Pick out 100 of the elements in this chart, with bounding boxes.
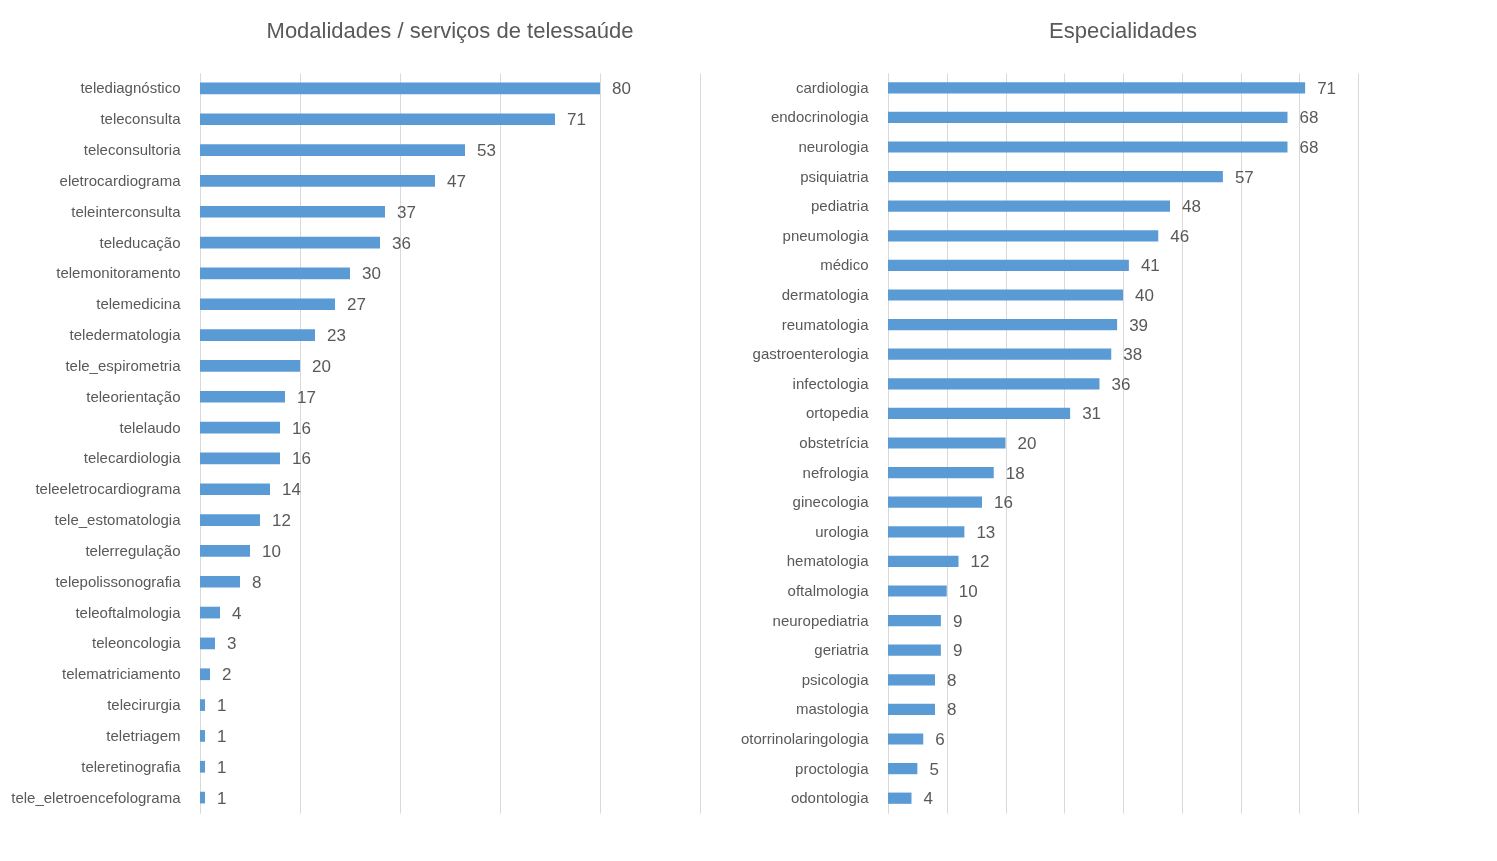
bar — [888, 496, 982, 508]
bar — [888, 259, 1129, 272]
data-label: 18 — [1005, 463, 1025, 483]
y-tick-label: telecirurgia — [107, 696, 182, 714]
data-label: 5 — [929, 759, 939, 779]
data-label: 14 — [282, 480, 301, 500]
data-label: 16 — [292, 449, 311, 469]
data-label: 8 — [947, 670, 957, 690]
bar — [200, 545, 250, 557]
data-label: 1 — [217, 788, 227, 808]
bar — [888, 200, 1170, 212]
bar — [200, 791, 205, 804]
bar — [888, 289, 1123, 301]
bar — [200, 514, 260, 526]
data-label: 47 — [447, 171, 466, 191]
data-label: 68 — [1299, 138, 1319, 157]
data-label: 71 — [567, 110, 586, 130]
data-label: 8 — [252, 572, 262, 592]
bar — [200, 329, 315, 341]
data-label: 8 — [947, 700, 957, 720]
bar — [888, 348, 1112, 360]
data-label: 30 — [362, 264, 381, 284]
y-tick-label: tele_eletroencefolograma — [11, 788, 182, 806]
bar — [888, 614, 941, 627]
data-label: 16 — [292, 418, 311, 438]
y-tick-label: hematologia — [786, 552, 870, 570]
y-tick-label: telemonitoramento — [56, 264, 181, 282]
chart-title: Especialidades — [1049, 18, 1197, 43]
data-label: 37 — [397, 202, 416, 222]
data-label: 20 — [312, 356, 331, 376]
y-tick-label: reumatologia — [781, 315, 870, 333]
y-tick-label: nefrologia — [802, 463, 870, 481]
y-tick-label: ortopedia — [805, 404, 870, 422]
bar — [200, 483, 270, 496]
y-tick-label: neuropediatria — [772, 611, 870, 629]
bar — [200, 205, 385, 218]
bar — [888, 437, 1006, 449]
bar — [200, 175, 435, 187]
y-tick-label: dermatologia — [781, 286, 870, 303]
bar — [888, 526, 965, 538]
data-label: 38 — [1123, 345, 1143, 365]
bar — [888, 141, 1288, 153]
data-label: 41 — [1140, 256, 1160, 276]
data-label: 20 — [1017, 434, 1037, 453]
y-tick-label: teleoncologia — [92, 634, 182, 652]
bar — [200, 699, 205, 711]
data-label: 2 — [222, 665, 232, 685]
data-label: 12 — [272, 511, 291, 531]
bar — [200, 360, 300, 372]
bar — [888, 792, 912, 804]
bar — [200, 637, 215, 650]
data-label: 17 — [297, 387, 316, 407]
bar — [888, 318, 1118, 331]
y-tick-label: telemedicina — [96, 295, 182, 313]
data-label: 40 — [1135, 286, 1154, 305]
y-tick-label: telematriciamento — [62, 665, 181, 683]
data-label: 1 — [217, 757, 227, 777]
y-tick-label: urologia — [815, 522, 870, 540]
bar — [888, 703, 935, 716]
y-tick-label: teleducação — [99, 233, 181, 251]
y-tick-label: obstetrícia — [799, 434, 870, 451]
data-label: 13 — [976, 522, 996, 542]
bar — [888, 111, 1288, 124]
y-tick-label: proctologia — [795, 759, 870, 777]
y-tick-label: otorrinolaringologia — [740, 730, 870, 747]
data-label: 10 — [262, 541, 281, 561]
bar — [200, 452, 280, 465]
bar — [200, 421, 280, 434]
y-tick-label: médico — [820, 256, 869, 274]
y-tick-label: ginecologia — [792, 493, 870, 511]
bar — [200, 236, 380, 249]
bar — [888, 585, 947, 597]
data-label: 46 — [1170, 226, 1190, 246]
bar — [888, 733, 924, 745]
bar — [200, 575, 240, 588]
y-tick-label: telecardiologia — [83, 449, 182, 467]
data-label: 9 — [952, 611, 963, 631]
y-tick-label: telerregulação — [85, 541, 181, 559]
bar — [200, 113, 555, 126]
y-tick-label: oftalmologia — [787, 582, 870, 599]
y-tick-label: teleoftalmologia — [75, 603, 182, 621]
y-tick-label: pediatria — [810, 197, 870, 215]
y-tick-label: mastologia — [795, 700, 870, 718]
y-tick-label: telediagnóstico — [80, 79, 181, 97]
y-tick-label: gastroenterologia — [752, 345, 870, 363]
y-tick-label: tele_espirometria — [65, 356, 182, 374]
bar — [888, 555, 959, 568]
y-tick-label: teleinterconsulta — [71, 202, 182, 220]
data-label: 4 — [232, 603, 242, 623]
bar — [888, 230, 1159, 242]
data-label: 12 — [970, 552, 990, 572]
data-label: 1 — [217, 726, 227, 746]
data-label: 36 — [1111, 374, 1131, 394]
data-label: 9 — [952, 641, 963, 661]
data-label: 48 — [1182, 197, 1201, 217]
chart-title: Modalidades / serviços de telessaúde — [266, 18, 634, 43]
y-tick-label: infectologia — [792, 374, 870, 392]
y-tick-label: psicologia — [801, 670, 870, 688]
bar — [888, 762, 918, 775]
bar — [200, 267, 350, 280]
